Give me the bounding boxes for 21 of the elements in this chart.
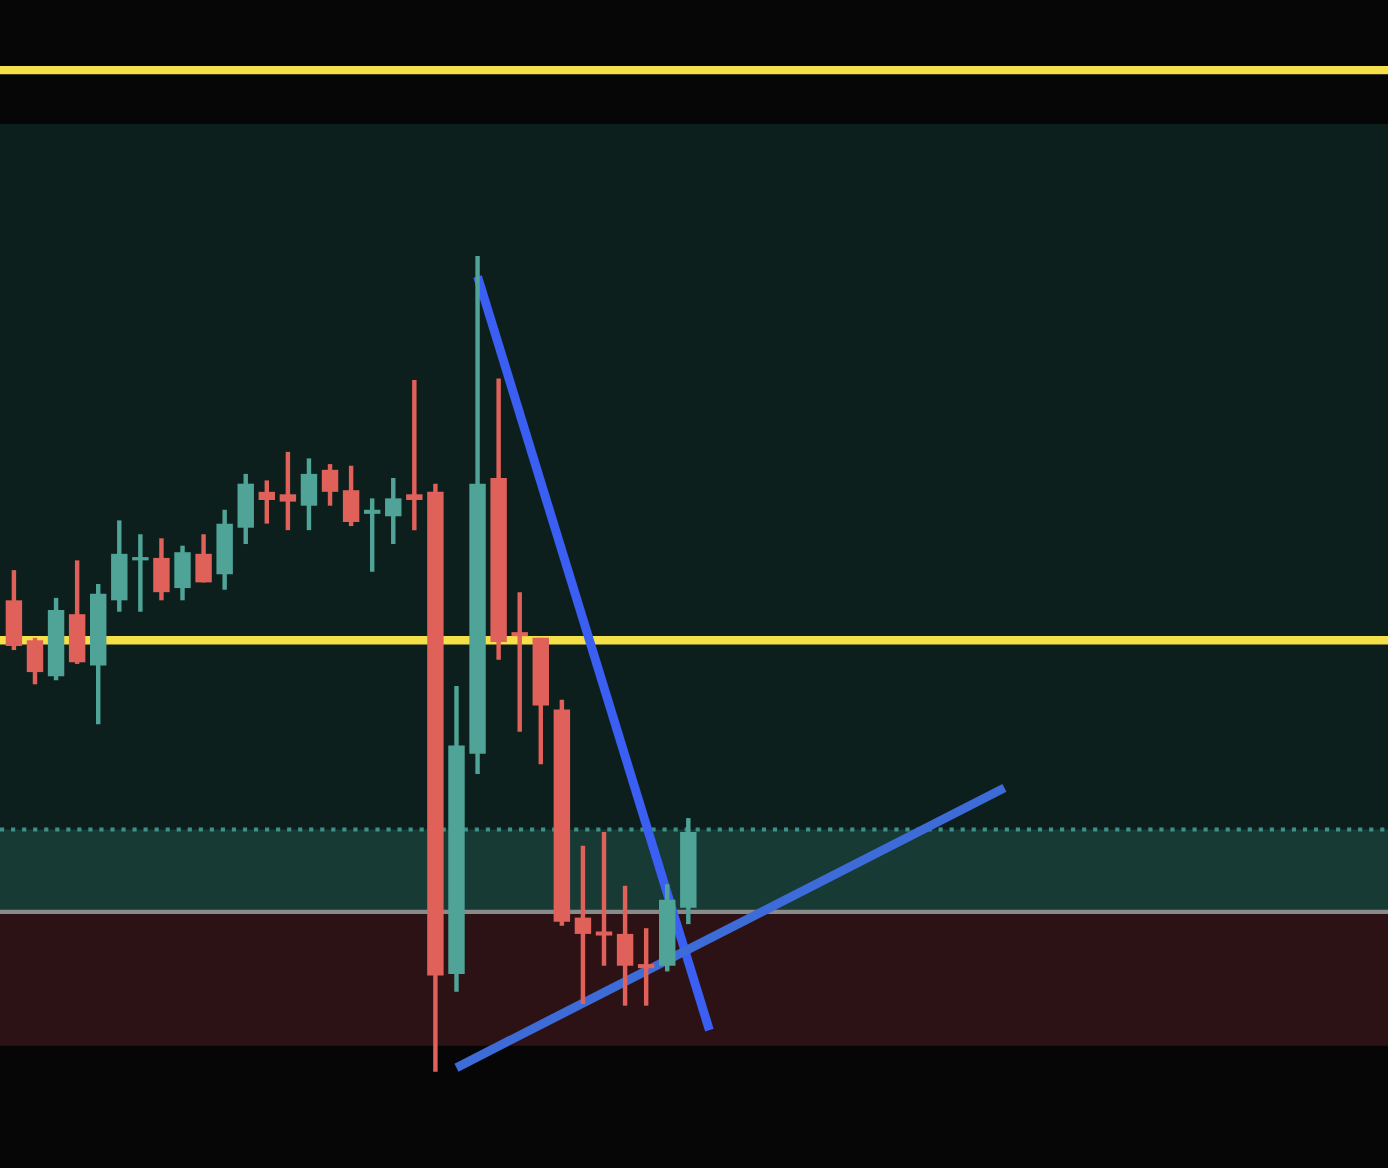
candlestick	[342, 463, 360, 529]
candlestick	[321, 461, 339, 508]
candlestick	[363, 496, 381, 574]
candlestick	[616, 883, 634, 1008]
candlestick	[300, 456, 318, 533]
candlestick	[237, 471, 254, 547]
candlestick	[5, 567, 23, 653]
candlestick	[132, 532, 149, 614]
candlestick	[258, 478, 276, 526]
candlestick	[511, 589, 528, 734]
candlestick	[574, 843, 592, 1007]
candlestick	[111, 518, 128, 614]
candlestick	[26, 635, 44, 687]
candlestick	[279, 449, 297, 533]
candlestick	[637, 925, 655, 1008]
candlestick	[595, 829, 613, 968]
candlestick	[174, 543, 191, 603]
candlestick	[195, 532, 212, 585]
candlestick	[153, 536, 170, 603]
candlestick	[406, 377, 423, 533]
candlestick	[385, 475, 402, 547]
